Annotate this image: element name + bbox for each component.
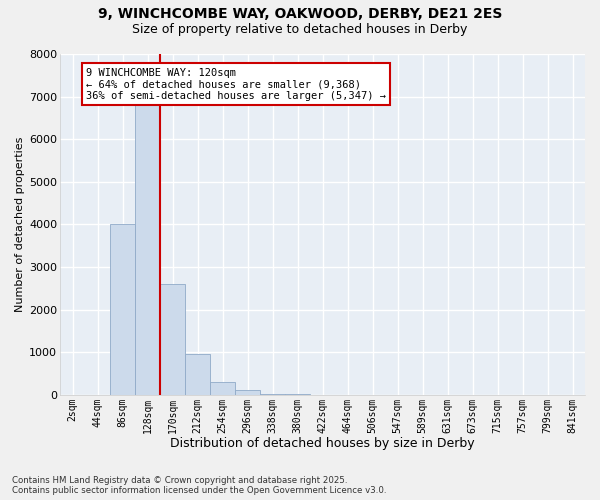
Y-axis label: Number of detached properties: Number of detached properties <box>15 136 25 312</box>
Bar <box>185 354 210 395</box>
Text: Contains HM Land Registry data © Crown copyright and database right 2025.
Contai: Contains HM Land Registry data © Crown c… <box>12 476 386 495</box>
Text: 9, WINCHCOMBE WAY, OAKWOOD, DERBY, DE21 2ES: 9, WINCHCOMBE WAY, OAKWOOD, DERBY, DE21 … <box>98 8 502 22</box>
Bar <box>110 224 135 395</box>
Bar <box>135 80 160 395</box>
Bar <box>160 284 185 395</box>
Bar <box>210 382 235 395</box>
Bar <box>260 394 285 395</box>
X-axis label: Distribution of detached houses by size in Derby: Distribution of detached houses by size … <box>170 437 475 450</box>
Text: 9 WINCHCOMBE WAY: 120sqm
← 64% of detached houses are smaller (9,368)
36% of sem: 9 WINCHCOMBE WAY: 120sqm ← 64% of detach… <box>86 68 386 101</box>
Bar <box>235 390 260 395</box>
Text: Size of property relative to detached houses in Derby: Size of property relative to detached ho… <box>133 22 467 36</box>
